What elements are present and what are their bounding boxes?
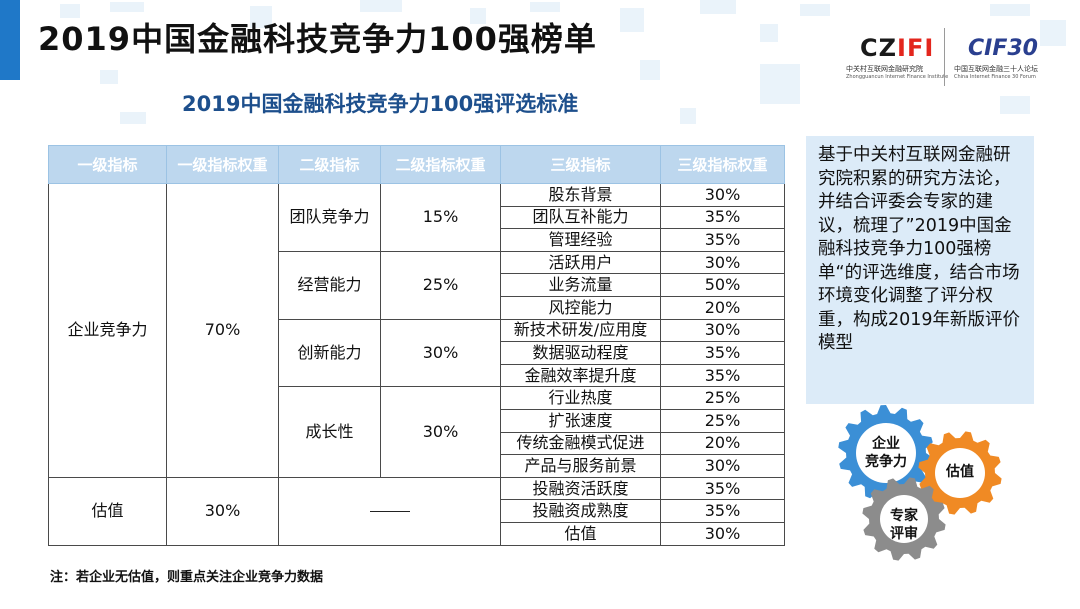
level3-weight-cell: 35%	[660, 205, 785, 230]
level3-weight-cell: 50%	[660, 273, 785, 297]
level1-weight-cell: 30%	[166, 476, 279, 546]
czifi-logo-name: 中关村互联网金融研究院	[846, 65, 923, 73]
gear-label-expert-review: 专家 评审	[890, 508, 918, 542]
gear-valuation	[918, 431, 1002, 515]
level2-weight-cell: 30%	[380, 318, 501, 388]
level3-cell: 业务流量	[500, 273, 661, 297]
table-row: 扩张速度 25%	[49, 408, 785, 433]
table-row: 团队互补能力 35%	[49, 205, 785, 230]
czifi-logo-name-en: Zhongguancun Internet Finance Institute	[846, 74, 949, 80]
gear-competitiveness	[838, 405, 934, 501]
level3-cell: 扩张速度	[500, 408, 661, 433]
cif30-logo-name: 中国互联网金融三十人论坛	[954, 65, 1038, 73]
cif30-logo: CIF30	[968, 36, 1038, 61]
level3-cell: 估值	[500, 521, 661, 546]
header-level3: 三级指标	[500, 145, 661, 184]
level2-weight-cell: 15%	[380, 183, 501, 252]
level3-weight-cell: 20%	[660, 431, 785, 456]
level2-cell: 团队竞争力	[278, 183, 381, 252]
level3-cell: 产品与服务前景	[500, 454, 661, 478]
header-level2-weight: 二级指标权重	[380, 145, 501, 184]
level3-cell: 投融资成熟度	[500, 499, 661, 523]
gears-svg	[838, 405, 1002, 561]
level3-weight-cell: 30%	[660, 318, 785, 343]
cif30-logo-name-en: China Internet Finance 30 Forum	[954, 74, 1036, 80]
table-header-row: 一级指标 一级指标权重 二级指标 二级指标权重 三级指标 三级指标权重	[48, 145, 785, 184]
level3-weight-cell: 30%	[660, 454, 785, 478]
table-row: 成长性 30% 行业热度 25%	[49, 386, 785, 478]
level3-weight-cell: 30%	[660, 521, 785, 546]
level3-cell: 数据驱动程度	[500, 341, 661, 365]
page-title: 2019中国金融科技竞争力100强榜单	[38, 20, 597, 58]
level2-cell: 成长性	[278, 386, 381, 478]
logos: CZIFI 中关村互联网金融研究院 Zhongguancun Internet …	[840, 20, 1080, 90]
gear-label-valuation: 估值	[946, 464, 974, 480]
level3-cell: 投融资活跃度	[500, 476, 661, 501]
czifi-logo: CZIFI	[860, 34, 935, 62]
level3-weight-cell: 35%	[660, 363, 785, 388]
table-row: 产品与服务前景 30%	[49, 454, 785, 478]
gear-center	[880, 495, 928, 543]
level3-cell: 团队互补能力	[500, 205, 661, 230]
level2-weight-cell: 25%	[380, 250, 501, 320]
level3-cell: 新技术研发/应用度	[500, 318, 661, 343]
gear-expert-review	[862, 477, 946, 561]
level3-weight-cell: 20%	[660, 295, 785, 320]
table-row: 企业竞争力 70% 团队竞争力 15% 股东背景 30%	[48, 183, 785, 478]
level2-weight-cell: 30%	[380, 386, 501, 478]
table-row: 管理经验 35%	[49, 228, 785, 252]
description-box: 基于中关村互联网金融研究院积累的研究方法论，并结合评委会专家的建议，梳理了”20…	[806, 136, 1034, 404]
level3-cell: 管理经验	[500, 228, 661, 252]
table-row: 创新能力 30% 新技术研发/应用度 30%	[49, 318, 785, 388]
level3-cell: 活跃用户	[500, 250, 661, 275]
dash-placeholder	[369, 511, 410, 513]
level1-cell: 估值	[48, 476, 167, 546]
table-row: 传统金融模式促进 20%	[49, 431, 785, 456]
level3-weight-cell: 35%	[660, 476, 785, 501]
table-subtitle: 2019中国金融科技竞争力100强评选标准	[182, 92, 579, 116]
title-accent-bar	[0, 0, 20, 80]
level3-weight-cell: 30%	[660, 250, 785, 275]
header-level1: 一级指标	[48, 145, 167, 184]
table-row: 业务流量 50%	[49, 273, 785, 297]
level1-weight-cell: 70%	[166, 183, 279, 478]
level3-weight-cell: 25%	[660, 408, 785, 433]
level3-weight-cell: 35%	[660, 228, 785, 252]
table-row: 投融资成熟度 35%	[49, 499, 785, 523]
level3-cell: 行业热度	[500, 386, 661, 410]
table-row: 金融效率提升度 35%	[49, 363, 785, 388]
level2-placeholder-cell	[278, 476, 501, 546]
table-row: 数据驱动程度 35%	[49, 341, 785, 365]
gear-label-competitiveness: 企业 竞争力	[865, 436, 907, 470]
level3-cell: 金融效率提升度	[500, 363, 661, 388]
footnote: 注：若企业无估值，则重点关注企业竞争力数据	[50, 570, 324, 585]
level3-weight-cell: 35%	[660, 499, 785, 523]
table-row: 估值 30% 投融资活跃度 35%	[48, 476, 785, 546]
level3-weight-cell: 35%	[660, 341, 785, 365]
logo-divider	[944, 28, 945, 86]
header-level3-weight: 三级指标权重	[660, 145, 785, 184]
table-row: 风控能力 20%	[49, 295, 785, 320]
level2-cell: 创新能力	[278, 318, 381, 388]
header-level1-weight: 一级指标权重	[166, 145, 279, 184]
criteria-table: 一级指标 一级指标权重 二级指标 二级指标权重 三级指标 三级指标权重 企业竞争…	[48, 145, 785, 546]
level3-cell: 传统金融模式促进	[500, 431, 661, 456]
gear-center	[856, 423, 916, 483]
level3-weight-cell: 25%	[660, 386, 785, 410]
header-level2: 二级指标	[278, 145, 381, 184]
gear-center	[935, 448, 985, 498]
level2-cell: 经营能力	[278, 250, 381, 320]
table-row: 估值 30%	[49, 521, 785, 546]
level3-cell: 股东背景	[500, 183, 661, 207]
level1-cell: 企业竞争力	[48, 183, 167, 478]
level3-weight-cell: 30%	[660, 183, 785, 207]
gears-diagram: 企业 竞争力 估值 专家 评审	[820, 405, 1060, 605]
level3-cell: 风控能力	[500, 295, 661, 320]
